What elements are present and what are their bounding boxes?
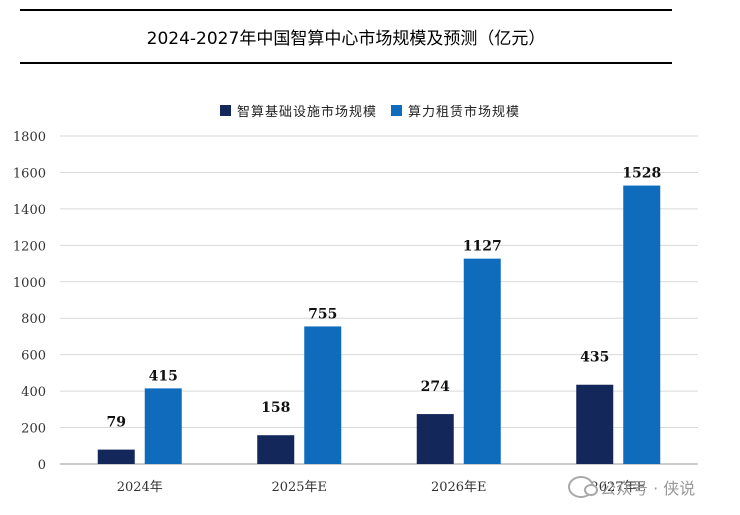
x-tick-label: 2025年E [271, 480, 327, 495]
data-label: 1528 [622, 166, 661, 182]
legend-swatch-leasing [391, 105, 402, 116]
bar [257, 435, 295, 464]
legend-label-leasing: 算力租赁市场规模 [408, 105, 521, 120]
y-tick-label: 0 [38, 458, 46, 473]
bar [576, 384, 614, 464]
data-label: 274 [421, 379, 450, 395]
y-tick-label: 1200 [13, 239, 46, 254]
bar [463, 258, 501, 464]
y-tick-label: 400 [21, 385, 46, 400]
y-tick-label: 1400 [13, 203, 46, 218]
y-tick-label: 200 [21, 422, 46, 437]
data-label: 435 [580, 350, 609, 366]
y-tick-label: 1800 [13, 130, 46, 145]
legend-swatch-infrastructure [219, 105, 231, 116]
x-tick-label: 2027年E [590, 480, 646, 495]
legend-item-leasing: 算力租赁市场规模 [391, 101, 520, 120]
data-label: 79 [107, 415, 126, 431]
legend-label-infrastructure: 智算基础设施市场规模 [236, 105, 377, 120]
bar [97, 449, 135, 464]
bar [623, 185, 661, 464]
x-tick-label: 2024年 [117, 480, 163, 495]
y-tick-label: 1000 [13, 276, 46, 291]
watermark: 公众号 · 侠说 [568, 475, 695, 499]
y-tick-label: 800 [21, 312, 46, 327]
watermark-text: 公众号 · 侠说 [600, 479, 696, 498]
bar [304, 326, 342, 464]
title-top-rule [20, 9, 672, 11]
data-label: 415 [149, 368, 178, 384]
y-tick-label: 1600 [13, 166, 46, 181]
data-label: 1127 [463, 239, 502, 255]
data-label: 158 [261, 400, 290, 416]
data-label: 755 [308, 306, 337, 322]
title-bottom-rule [20, 62, 672, 64]
y-tick-label: 600 [21, 349, 46, 364]
chart-title: 2024-2027年中国智算中心市场规模及预测（亿元） [146, 29, 546, 49]
wechat-logo-icon [568, 476, 598, 498]
legend-item-infrastructure: 智算基础设施市场规模 [219, 101, 377, 120]
bar [144, 388, 182, 464]
bar [416, 414, 454, 464]
legend: 智算基础设施市场规模 算力租赁市场规模 [0, 101, 740, 120]
x-tick-label: 2026年E [431, 480, 487, 495]
